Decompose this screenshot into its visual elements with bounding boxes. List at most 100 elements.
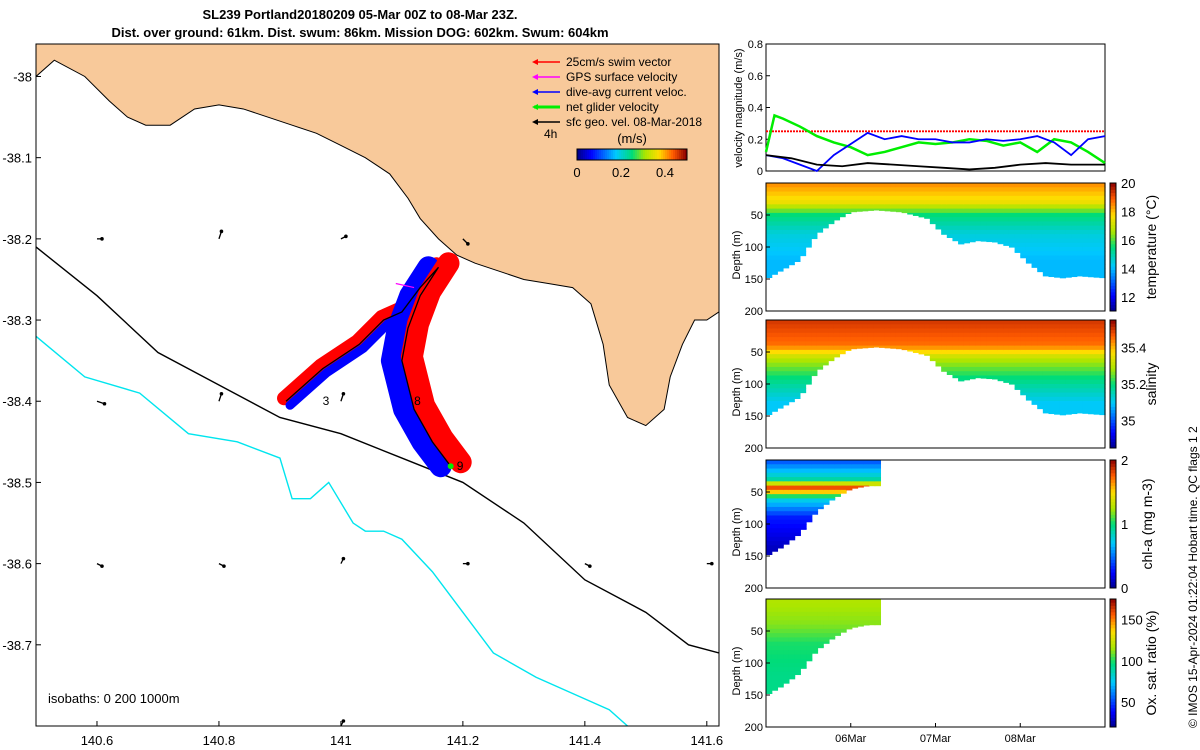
salinity-cell	[1042, 371, 1050, 377]
temperature-cell	[890, 191, 897, 197]
temperature-cell	[1099, 204, 1106, 210]
temperature-colorbar-cell	[1110, 291, 1116, 296]
salinity-cell	[1025, 320, 1033, 325]
temperature-cell	[862, 191, 869, 197]
salinity-cell	[1071, 375, 1078, 381]
temperature-cell	[879, 208, 886, 211]
temperature-cell	[895, 195, 903, 201]
salinity-cell	[850, 332, 857, 338]
salinity-cell	[777, 379, 784, 385]
salinity-cell	[1071, 320, 1078, 325]
salinity-cell	[975, 328, 982, 334]
temperature-cell	[805, 238, 812, 244]
temperature-cell	[1037, 221, 1044, 227]
oxygen-cell	[823, 628, 830, 634]
salinity-cell	[788, 396, 795, 402]
oxygen-cell	[840, 599, 847, 604]
oxygen-cell	[788, 628, 796, 634]
temperature-cell	[946, 208, 954, 214]
temperature-cell	[1031, 187, 1038, 193]
temperature-cell	[1025, 251, 1033, 257]
legend-colorbar-cell	[625, 149, 628, 160]
chlorophyll-colorbar-cell	[1110, 524, 1116, 528]
geo-vector-head-14	[225, 727, 229, 731]
temperature-cell	[845, 183, 852, 188]
oxygen-cell	[783, 663, 790, 668]
temperature-cell	[1025, 242, 1033, 248]
salinity-ytick-label-0: 50	[751, 347, 763, 359]
temperature-cell	[833, 191, 841, 197]
chlorophyll-cell	[766, 468, 773, 474]
salinity-cell	[895, 324, 903, 330]
chlorophyll-cell	[766, 545, 773, 551]
salinity-cell	[782, 379, 790, 385]
salinity-cell	[924, 354, 931, 356]
temperature-ytick-label-1: 100	[745, 242, 763, 254]
temperature-cell	[1093, 268, 1100, 274]
temperature-cell	[1048, 200, 1055, 205]
temperature-cell	[924, 183, 931, 188]
oxygen-cell	[788, 599, 796, 604]
temperature-colorbar-tick-4: 20	[1121, 176, 1135, 191]
salinity-cell	[1093, 384, 1100, 389]
salinity-cell	[1059, 392, 1067, 398]
temperature-cell	[839, 212, 846, 218]
salinity-cell	[1008, 375, 1016, 381]
salinity-cell	[1048, 332, 1055, 338]
salinity-cell	[992, 337, 999, 342]
oxygen-cell	[766, 663, 773, 668]
temperature-cell	[1031, 200, 1038, 205]
temperature-cell	[1025, 238, 1033, 244]
temperature-cell	[986, 200, 993, 205]
salinity-cell	[1065, 413, 1072, 415]
temperature-cell	[1065, 225, 1072, 231]
salinity-cell	[839, 349, 846, 355]
temperature-cell	[856, 208, 863, 212]
temperature-cell	[924, 191, 931, 197]
salinity-cell	[890, 341, 897, 347]
salinity-cell	[992, 320, 999, 325]
oxygen-ytick-label-0: 50	[751, 626, 763, 638]
salinity-cell	[822, 332, 829, 338]
oxygen-cell	[857, 607, 864, 613]
salinity-cell	[1071, 345, 1078, 351]
salinity-cell	[924, 328, 931, 334]
salinity-cell	[811, 371, 818, 377]
temperature-cell	[1025, 259, 1033, 264]
salinity-cell	[788, 354, 795, 359]
temperature-cell	[777, 200, 784, 205]
salinity-cell	[895, 345, 903, 350]
oxygen-colorbar-cell	[1110, 643, 1116, 648]
salinity-cell	[935, 328, 942, 334]
salinity-cell	[1099, 371, 1106, 377]
temperature-cell	[1082, 212, 1089, 218]
salinity-cell	[1031, 332, 1038, 338]
temperature-cell	[946, 204, 954, 210]
salinity-cell	[912, 324, 920, 330]
salinity-cell	[777, 388, 784, 394]
salinity-cell	[805, 324, 812, 330]
salinity-cell	[975, 349, 982, 355]
temperature-cell	[1048, 272, 1055, 278]
salinity-cell	[1099, 354, 1106, 359]
salinity-cell	[963, 320, 970, 325]
legend-colorbar-cell	[631, 149, 634, 160]
temperature-cell	[799, 187, 807, 193]
salinity-cell	[890, 345, 897, 349]
salinity-cell	[1099, 362, 1106, 368]
temperature-cell	[1059, 238, 1067, 244]
temperature-cell	[771, 195, 778, 201]
temperature-cell	[1020, 191, 1027, 197]
salinity-cell	[929, 328, 937, 334]
salinity-cell	[771, 401, 778, 406]
chlorophyll-cell	[794, 485, 801, 491]
temperature-cell	[1099, 221, 1106, 227]
temperature-cell	[1076, 229, 1083, 235]
temperature-cell	[1099, 183, 1106, 188]
salinity-cell	[828, 349, 835, 355]
salinity-cell	[1059, 366, 1067, 372]
net-velocity-marker	[447, 463, 454, 470]
oxygen-colorbar-cell	[1110, 611, 1116, 616]
chlorophyll-cell	[794, 511, 801, 517]
salinity-cell	[963, 341, 970, 347]
